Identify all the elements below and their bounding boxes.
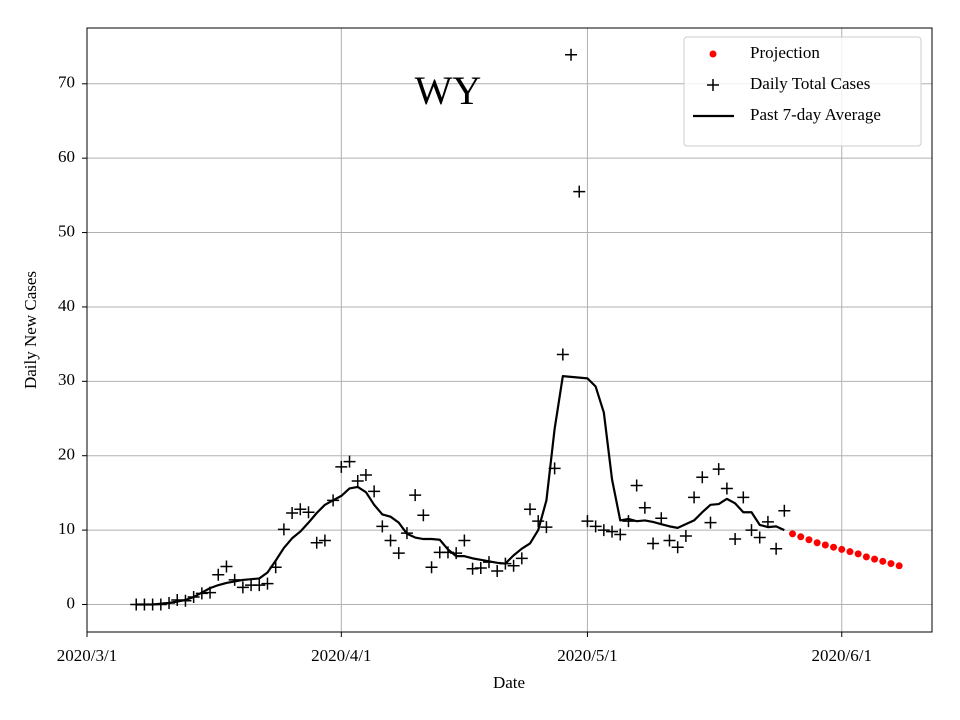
case-marker: [778, 504, 791, 517]
case-marker: [589, 520, 602, 533]
case-marker: [310, 536, 323, 549]
x-tick-label: 2020/5/1: [557, 646, 617, 665]
projection-point: [830, 543, 838, 551]
case-marker: [696, 471, 709, 484]
case-marker: [351, 475, 364, 487]
case-marker: [573, 185, 586, 198]
case-marker: [688, 491, 701, 504]
case-marker: [474, 562, 487, 575]
case-marker: [655, 512, 668, 525]
case-marker: [614, 528, 627, 541]
projection-point: [854, 550, 862, 558]
case-marker: [581, 515, 594, 528]
case-marker: [704, 516, 717, 529]
projection-point: [813, 539, 821, 547]
case-marker: [556, 348, 569, 361]
case-marker: [647, 537, 660, 550]
case-marker: [409, 489, 422, 502]
projection-point: [789, 530, 797, 538]
y-tick-label: 20: [58, 445, 75, 464]
case-marker: [335, 460, 348, 473]
x-axis-label: Date: [493, 673, 525, 692]
case-marker: [359, 469, 372, 482]
case-marker: [540, 521, 553, 534]
projection-point: [797, 533, 805, 541]
legend-label: Daily Total Cases: [750, 74, 870, 93]
plot-area: [130, 48, 903, 611]
case-marker: [565, 48, 578, 61]
case-marker: [761, 515, 774, 528]
average-line: [136, 375, 785, 606]
x-tick-label: 2020/6/1: [812, 646, 872, 665]
case-marker: [622, 515, 635, 528]
case-marker: [417, 509, 430, 522]
projection-point: [895, 562, 903, 570]
case-marker: [491, 565, 504, 578]
y-tick-label: 60: [58, 147, 75, 166]
case-marker: [277, 523, 290, 536]
projection-point: [887, 560, 895, 568]
x-tick-label: 2020/3/1: [57, 646, 117, 665]
legend-swatch: [709, 50, 717, 58]
legend: Projection Daily Total Cases Past 7-day Av…: [683, 36, 922, 147]
projection-point: [846, 548, 854, 556]
case-marker: [737, 491, 750, 504]
case-marker: [507, 559, 520, 572]
y-tick-label: 0: [67, 593, 76, 612]
y-tick-label: 50: [58, 221, 75, 240]
case-marker: [770, 542, 783, 555]
case-marker: [515, 552, 528, 565]
case-marker: [220, 560, 233, 573]
case-marker: [376, 520, 389, 533]
case-marker: [720, 482, 733, 495]
y-tick-label: 30: [58, 370, 75, 389]
projection-point: [862, 553, 870, 561]
case-marker: [286, 506, 299, 519]
chart-title: WY: [415, 68, 482, 113]
axes-frame: [86, 27, 933, 633]
legend-box: [683, 36, 922, 147]
case-marker: [318, 534, 331, 547]
case-marker: [663, 534, 676, 547]
case-marker: [343, 455, 356, 468]
projection-point: [821, 541, 829, 549]
case-marker: [597, 524, 610, 537]
y-tick-label: 40: [58, 296, 75, 315]
case-marker: [392, 547, 405, 560]
y-axis-label: Daily New Cases: [21, 271, 40, 389]
case-marker: [712, 463, 725, 476]
case-marker: [261, 577, 274, 590]
case-marker: [753, 531, 766, 544]
case-marker: [729, 533, 742, 546]
x-tick-label: 2020/4/1: [311, 646, 371, 665]
case-marker: [425, 561, 438, 574]
case-marker: [212, 568, 225, 581]
legend-label: Past 7-day Average: [750, 105, 881, 124]
legend-swatch: [707, 79, 719, 91]
projection-point: [805, 536, 813, 544]
case-marker: [253, 579, 266, 592]
case-marker: [630, 479, 643, 492]
y-tick-label: 70: [58, 73, 75, 92]
case-marker: [606, 525, 619, 538]
case-marker: [368, 485, 381, 498]
projection-point: [879, 557, 887, 565]
case-marker: [679, 530, 692, 543]
legend-label: Projection: [750, 43, 820, 62]
case-marker: [671, 541, 684, 554]
case-marker: [638, 501, 651, 514]
case-marker: [236, 581, 249, 594]
case-marker: [294, 503, 307, 516]
case-marker: [745, 524, 758, 537]
projection-point: [871, 555, 879, 563]
case-marker: [532, 515, 545, 528]
y-tick-label: 10: [58, 519, 75, 538]
case-marker: [302, 506, 315, 519]
case-marker: [384, 534, 397, 547]
case-marker: [524, 503, 537, 516]
case-marker: [458, 534, 471, 547]
projection-point: [838, 545, 846, 553]
